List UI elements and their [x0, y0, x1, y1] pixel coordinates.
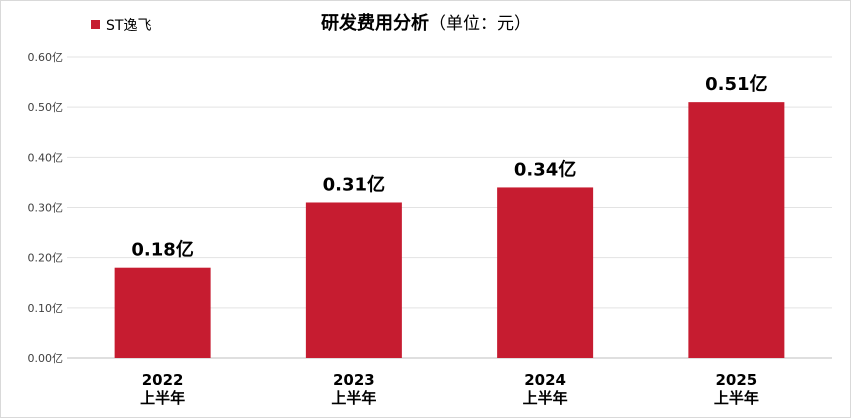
bar — [497, 187, 594, 358]
y-tick-label: 0.30亿 — [28, 202, 64, 215]
x-tick-label-year: 2025 — [716, 371, 758, 389]
bar — [114, 267, 211, 358]
chart-subtitle-text: （单位：元） — [429, 14, 531, 34]
data-label: 0.31亿 — [323, 173, 385, 195]
bars — [114, 102, 785, 359]
x-tick-label-period: 上半年 — [140, 389, 185, 407]
data-labels: 0.18亿 0.31亿 0.34亿 0.51亿 — [131, 73, 767, 261]
x-tick-label-period: 上半年 — [714, 389, 759, 407]
y-tick-label: 0.40亿 — [28, 151, 64, 164]
legend: ST逸飞 — [91, 18, 151, 34]
y-tick-label: 0.50亿 — [28, 101, 64, 114]
chart-title: 研发费用分析（单位：元） — [321, 12, 531, 34]
data-label: 0.18亿 — [131, 239, 193, 261]
bar — [305, 202, 402, 358]
x-tick-label-period: 上半年 — [523, 389, 568, 407]
x-tick-label-year: 2024 — [524, 371, 566, 389]
x-tick-label-year: 2023 — [333, 371, 375, 389]
legend-label: ST逸飞 — [106, 18, 151, 34]
data-label: 0.34亿 — [514, 158, 576, 180]
y-tick-label: 0.10亿 — [28, 302, 64, 315]
y-tick-label: 0.60亿 — [28, 51, 64, 64]
y-tick-label: 0.20亿 — [28, 252, 64, 265]
x-tick-label-period: 上半年 — [331, 389, 376, 407]
chart-title-text: 研发费用分析 — [321, 12, 429, 34]
y-axis: 0.00亿 0.10亿 0.20亿 0.30亿 0.40亿 0.50亿 0.60亿 — [28, 51, 64, 365]
bar — [688, 102, 785, 359]
svg-text:研发费用分析（单位：元）: 研发费用分析（单位：元） — [321, 12, 531, 34]
y-tick-label: 0.00亿 — [28, 352, 64, 365]
legend-swatch — [91, 20, 100, 29]
data-label: 0.51亿 — [705, 73, 767, 95]
x-tick-label-year: 2022 — [142, 371, 184, 389]
